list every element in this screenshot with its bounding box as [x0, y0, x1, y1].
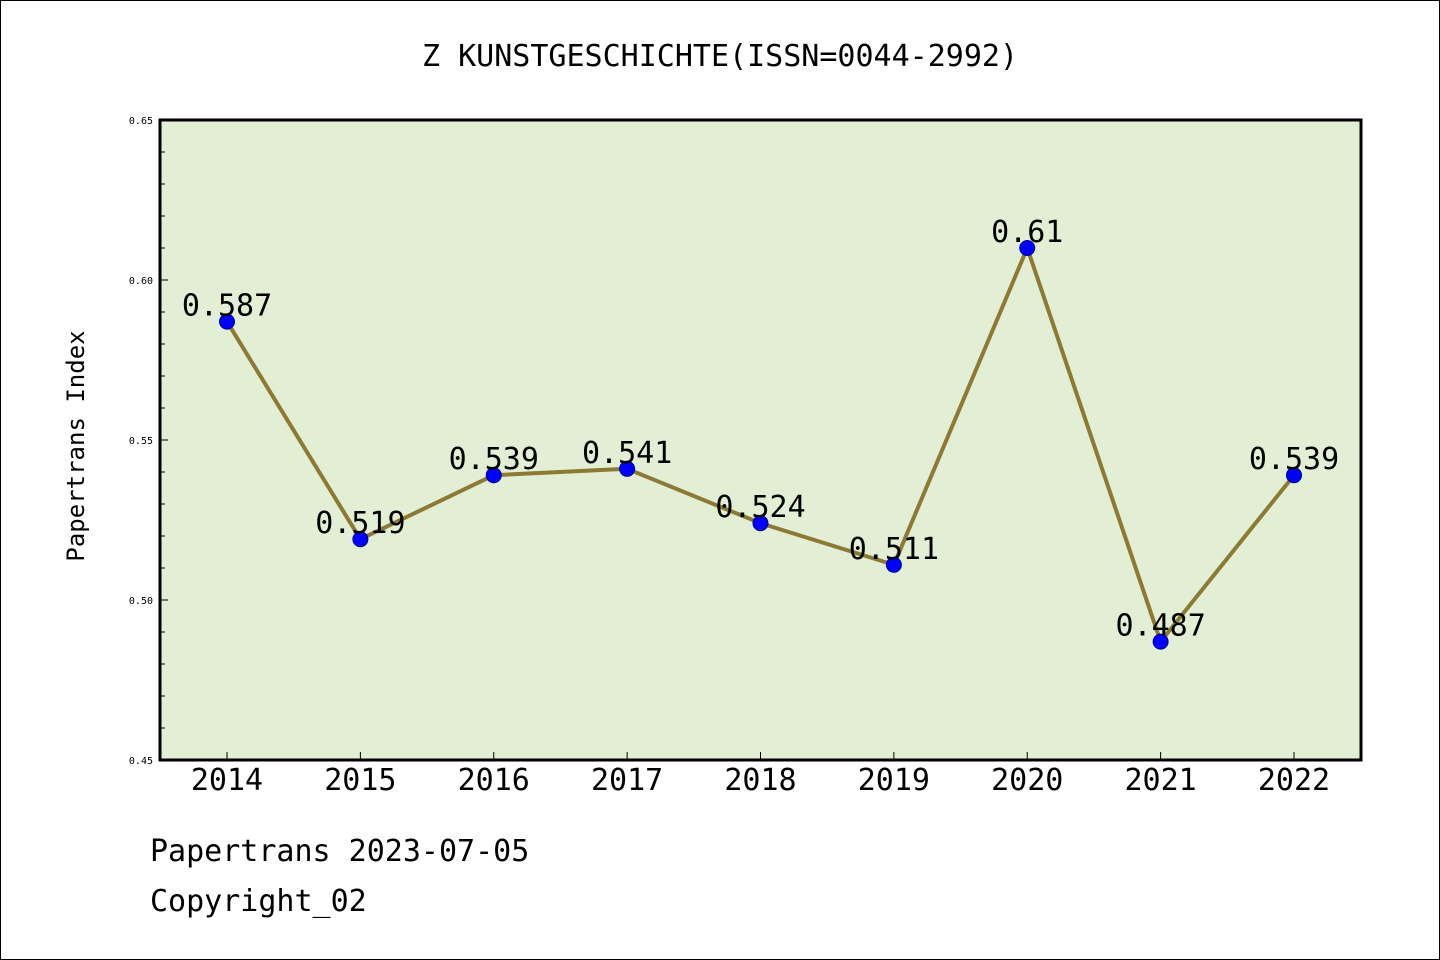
- data-point: [752, 515, 769, 532]
- y-axis-ticks: 0.45 0.50 0.55 0.60 0.65: [129, 116, 168, 767]
- x-tick-label: 2017: [591, 763, 663, 798]
- data-label: 0.61: [991, 215, 1063, 250]
- x-tick-label: 2021: [1125, 763, 1197, 798]
- data-point: [1286, 467, 1302, 484]
- plot-area: [158, 118, 1363, 762]
- data-point: [352, 531, 369, 548]
- data-label: 0.511: [849, 532, 939, 567]
- data-label: 0.587: [182, 289, 272, 324]
- series-layer: [219, 240, 1302, 650]
- y-axis-label: Papertrans Index: [62, 330, 90, 561]
- data-label: 0.487: [1115, 609, 1205, 644]
- y-tick-label: 0.65: [129, 116, 153, 127]
- data-point: [1019, 240, 1036, 256]
- x-axis-ticks: 2014 2015 2016 2017 2018 2019 2020 2021 2022: [191, 752, 1330, 798]
- data-point: [485, 467, 502, 484]
- x-tick-label: 2016: [458, 763, 530, 798]
- data-labels: 0.587 0.519 0.539 0.541 0.524 0.511 0.61 0.487 0…: [182, 215, 1339, 644]
- data-point: [619, 460, 636, 477]
- x-tick-label: 2014: [191, 763, 263, 798]
- y-tick-label: 0.45: [129, 756, 153, 767]
- y-tick-label: 0.55: [129, 436, 153, 447]
- x-tick-label: 2019: [858, 763, 930, 798]
- data-label: 0.541: [582, 436, 672, 471]
- chart-title: Z KUNSTGESCHICHTE(ISSN=0044-2992): [422, 39, 1018, 74]
- x-tick-label: 2022: [1258, 763, 1330, 798]
- data-point: [885, 556, 902, 573]
- x-tick-label: 2020: [991, 763, 1063, 798]
- x-tick-label: 2015: [324, 763, 396, 798]
- data-point: [1152, 633, 1169, 650]
- y-tick-label: 0.60: [129, 276, 153, 287]
- data-label: 0.539: [1249, 442, 1339, 477]
- x-tick-label: 2018: [724, 763, 796, 798]
- data-label: 0.539: [449, 442, 539, 477]
- data-point: [219, 313, 235, 330]
- y-tick-label: 0.50: [129, 596, 153, 607]
- data-label: 0.524: [715, 490, 805, 525]
- footer-copyright: Copyright_02: [150, 884, 367, 919]
- footer-date: Papertrans 2023-07-05: [150, 834, 530, 869]
- data-label: 0.519: [315, 506, 405, 541]
